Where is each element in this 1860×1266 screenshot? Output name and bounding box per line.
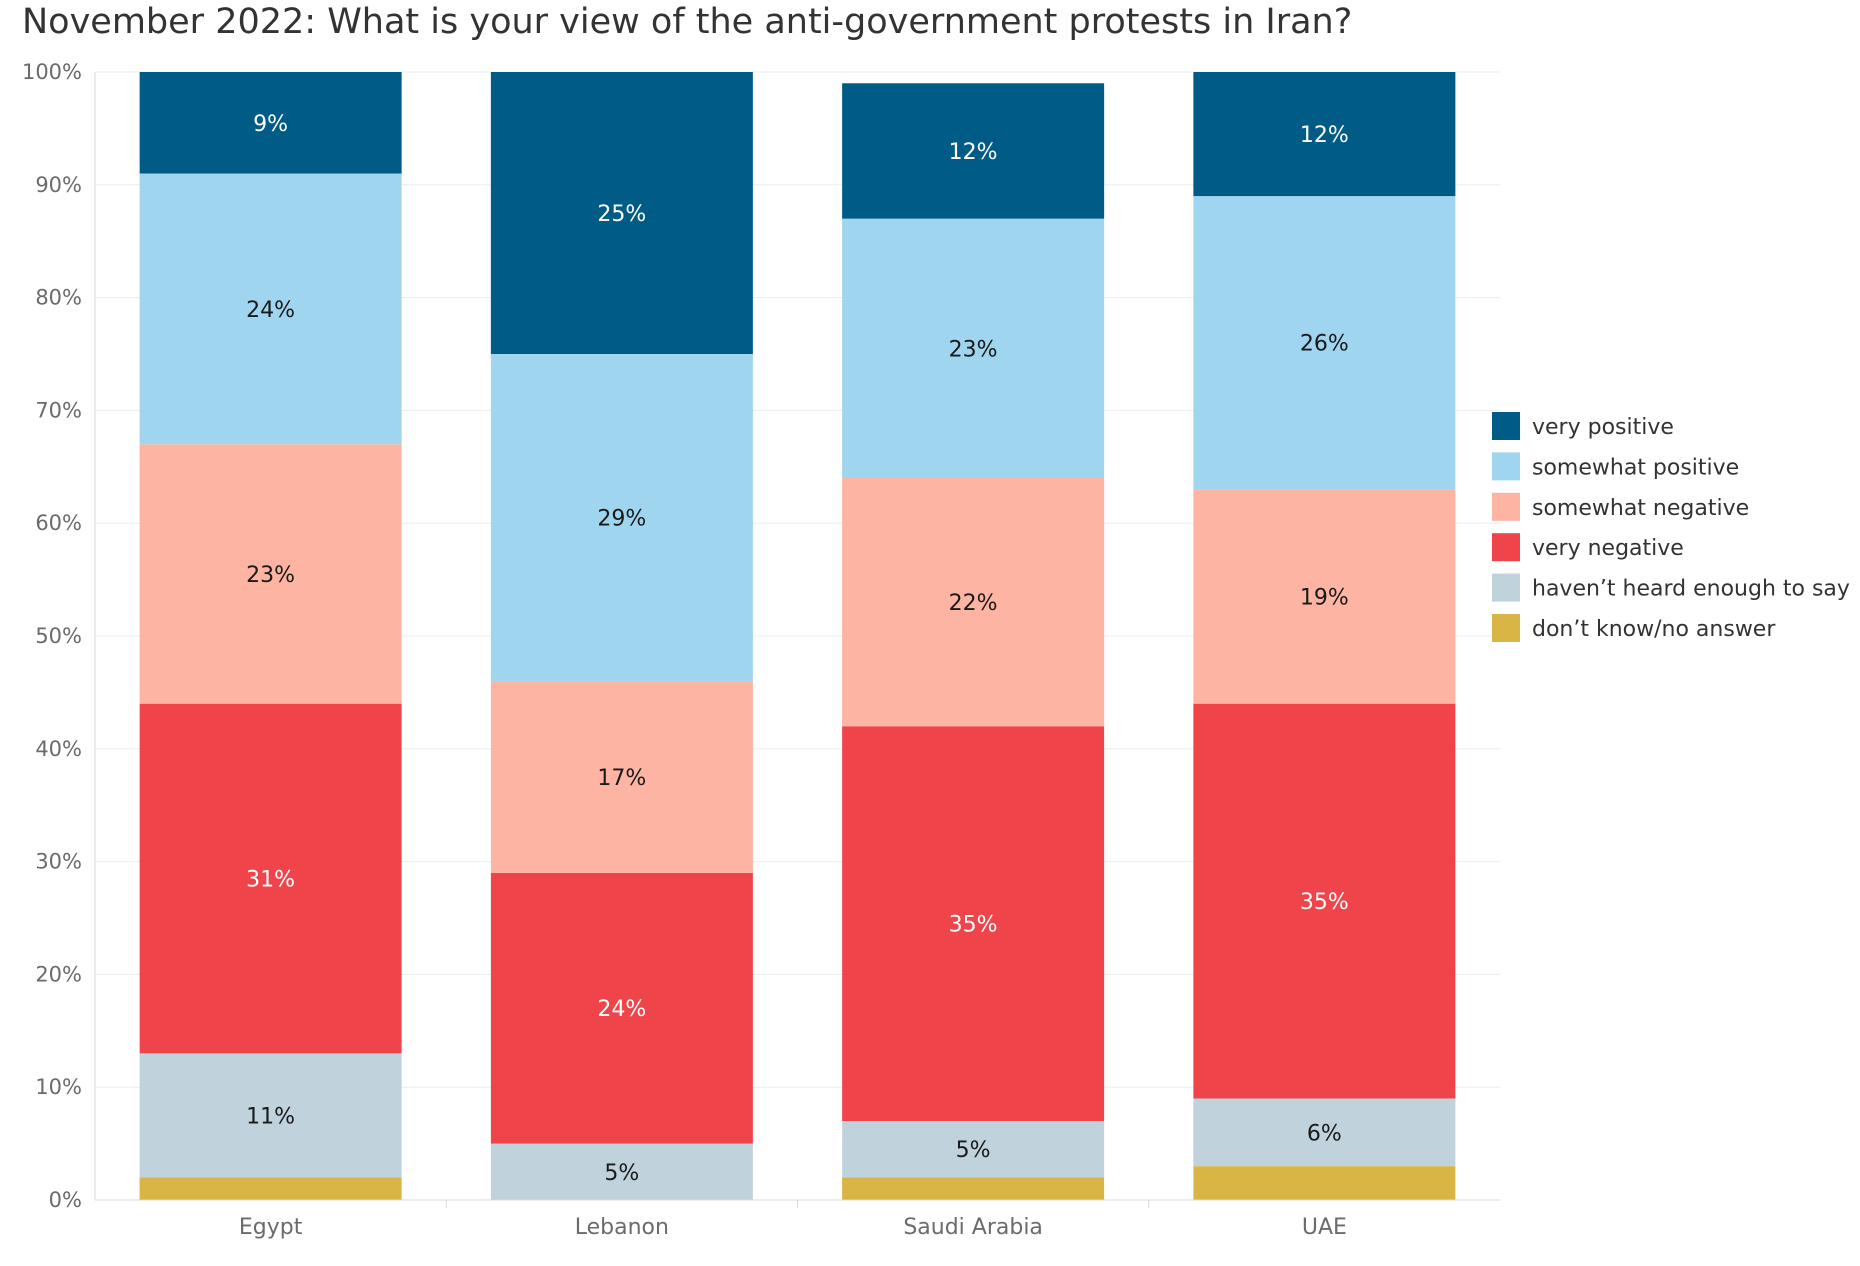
y-tick-label: 50%	[35, 624, 82, 648]
data-label: 25%	[597, 202, 646, 227]
data-label: 31%	[246, 868, 295, 893]
x-category-label: Saudi Arabia	[903, 1215, 1043, 1240]
bar-segment	[842, 218, 1105, 479]
legend-label: very negative	[1532, 536, 1684, 561]
y-tick-label: 40%	[35, 737, 82, 761]
y-tick-label: 60%	[35, 511, 82, 535]
data-label: 9%	[253, 112, 288, 137]
axes: 0% 10% 20% 30% 40% 50% 60% 70% 80% 90% 100% Egypt Le…	[22, 60, 1500, 1240]
data-label: 23%	[949, 337, 998, 362]
y-tick-label: 20%	[35, 962, 82, 986]
bars: 11% 31% 23% 24% 9% 5% 24% 17% 29% 25% 5% 35% 22% 23% 1…	[139, 72, 1456, 1200]
data-label: 19%	[1300, 586, 1349, 611]
bar-segment	[842, 726, 1105, 1122]
data-label: 24%	[246, 298, 295, 323]
bar-segment	[139, 1177, 402, 1200]
bar-segment	[139, 173, 402, 445]
bar-segment	[490, 681, 753, 873]
legend-swatch	[1492, 614, 1520, 642]
legend-label: don’t know/no answer	[1532, 617, 1776, 642]
legend-swatch	[1492, 452, 1520, 481]
legend-label: somewhat positive	[1532, 455, 1739, 480]
y-tick-label: 0%	[49, 1188, 82, 1212]
data-label: 35%	[949, 913, 998, 938]
data-label: 23%	[246, 563, 295, 588]
data-label: 11%	[246, 1104, 295, 1129]
data-label: 12%	[949, 140, 998, 165]
legend-swatch	[1492, 533, 1520, 562]
bar-segment	[1193, 72, 1456, 197]
bar-segment	[1193, 1166, 1456, 1200]
bar-segment	[1193, 489, 1456, 704]
legend-label: somewhat negative	[1532, 496, 1749, 521]
bar-segment	[139, 703, 402, 1054]
bar-segment	[1193, 1098, 1456, 1167]
bar-segment	[139, 1053, 402, 1178]
bar-segment	[842, 478, 1105, 727]
x-category-label: Lebanon	[575, 1215, 669, 1240]
data-label: 6%	[1307, 1121, 1342, 1146]
bar-segment	[1193, 196, 1456, 490]
data-label: 29%	[597, 507, 646, 532]
y-tick-label: 10%	[35, 1075, 82, 1099]
bar-segment	[139, 444, 402, 704]
data-label: 12%	[1300, 123, 1349, 148]
bar-segment	[1193, 703, 1456, 1099]
data-label: 22%	[949, 591, 998, 616]
data-label: 17%	[597, 766, 646, 791]
data-label: 35%	[1300, 890, 1349, 915]
bar-segment	[490, 72, 753, 354]
data-label: 5%	[956, 1138, 991, 1163]
bar-segment	[490, 1143, 753, 1200]
bar-segment	[490, 872, 753, 1144]
bar-segment	[842, 83, 1105, 219]
bar-segment	[490, 354, 753, 682]
bar-segment	[842, 1177, 1105, 1200]
data-label: 24%	[597, 997, 646, 1022]
x-category-label: UAE	[1302, 1215, 1347, 1240]
legend-label: very positive	[1532, 415, 1674, 440]
legend: very positive somewhat positive somewhat n…	[1492, 412, 1850, 642]
legend-label: haven’t heard enough to say	[1532, 577, 1850, 602]
legend-swatch	[1492, 412, 1520, 440]
y-tick-label: 100%	[22, 60, 82, 84]
bar-segment	[842, 1121, 1105, 1178]
data-label: 26%	[1300, 332, 1349, 357]
y-tick-label: 90%	[35, 173, 82, 197]
data-label: 5%	[604, 1161, 639, 1186]
legend-swatch	[1492, 573, 1520, 602]
y-tick-label: 70%	[35, 398, 82, 422]
legend-swatch	[1492, 492, 1520, 521]
chart-title: November 2022: What is your view of the …	[22, 2, 1353, 42]
y-tick-label: 80%	[35, 286, 82, 310]
y-tick-label: 30%	[35, 850, 82, 874]
x-category-label: Egypt	[239, 1215, 303, 1240]
bar-segment	[139, 72, 402, 174]
